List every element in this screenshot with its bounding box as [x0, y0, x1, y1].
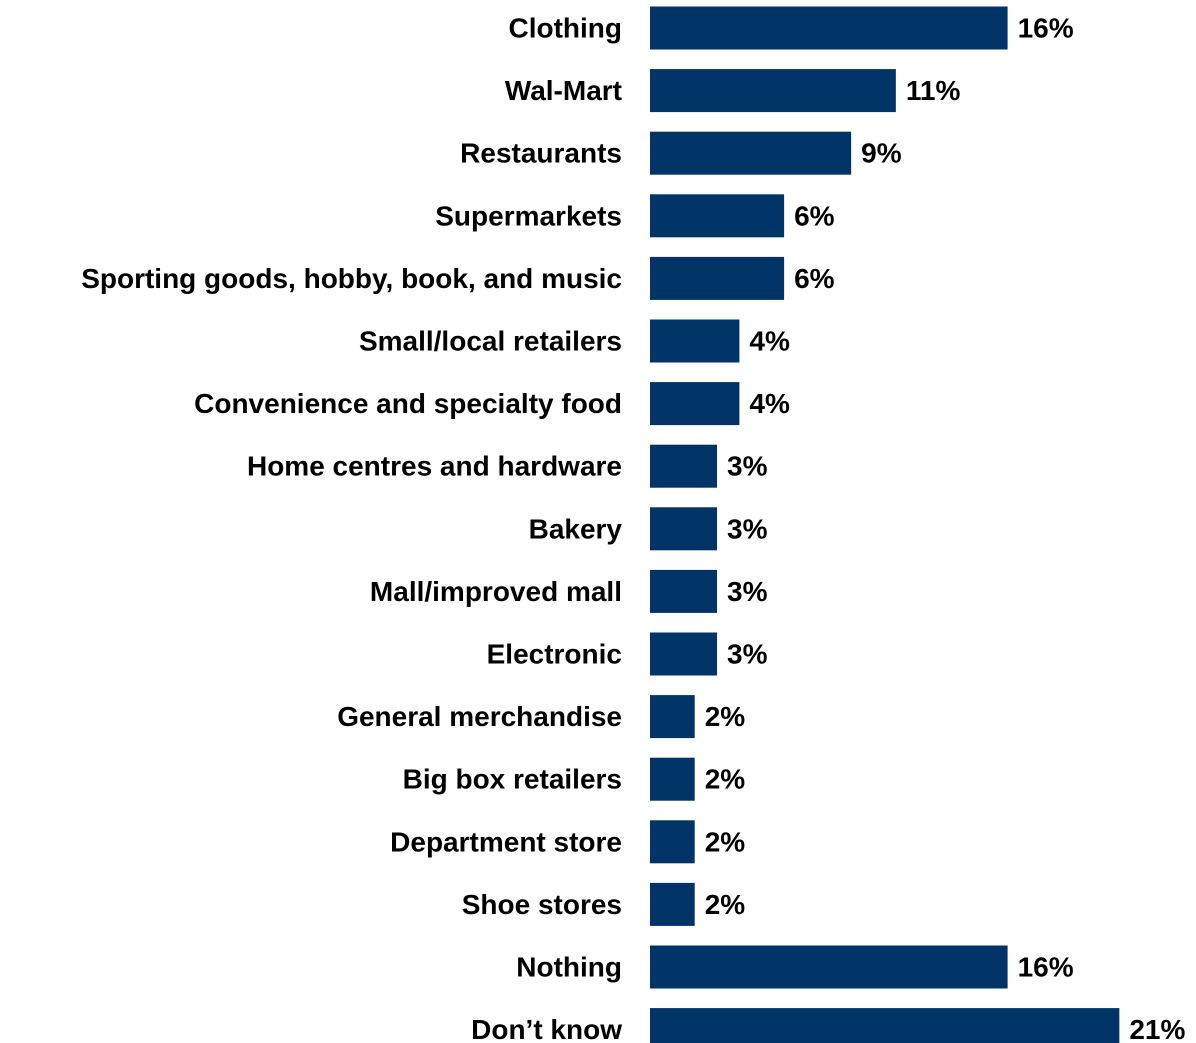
- bar: [650, 569, 718, 613]
- category-label: Nothing: [516, 952, 622, 983]
- category-label: Small/local retailers: [359, 326, 622, 357]
- category-label: Electronic: [487, 639, 622, 670]
- bar: [650, 131, 852, 175]
- bar: [650, 382, 740, 426]
- value-label: 2%: [705, 826, 746, 857]
- bar: [650, 882, 695, 926]
- category-label: Convenience and specialty food: [194, 388, 622, 419]
- category-label: Restaurants: [460, 138, 622, 169]
- category-label: Clothing: [508, 13, 622, 44]
- bar: [650, 507, 718, 551]
- value-label: 4%: [749, 388, 790, 419]
- bar: [650, 757, 695, 801]
- value-label: 3%: [727, 639, 768, 670]
- value-label: 9%: [861, 138, 902, 169]
- category-label: Shoe stores: [462, 889, 622, 920]
- bar: [650, 444, 718, 488]
- value-label: 2%: [705, 701, 746, 732]
- category-label: Department store: [390, 826, 622, 857]
- category-label: General merchandise: [337, 701, 622, 732]
- bar: [650, 6, 1008, 50]
- bar: [650, 256, 785, 300]
- category-label: Mall/improved mall: [370, 576, 622, 607]
- value-label: 3%: [727, 451, 768, 482]
- value-label: 2%: [705, 889, 746, 920]
- category-labels: Clothing Wal-Mart Restaurants Supermarkets S…: [81, 13, 622, 1043]
- category-label: Wal-Mart: [505, 75, 622, 106]
- bar: [650, 820, 695, 864]
- value-label: 11%: [906, 75, 961, 106]
- value-labels: 16% 11% 9% 6% 6% 4% 4% 3% 3% 3% 3% 2% 2% 2% 2% 16% 21%: [705, 13, 1186, 1043]
- bar: [650, 695, 695, 739]
- category-label: Big box retailers: [403, 764, 622, 795]
- value-label: 3%: [727, 576, 768, 607]
- value-label: 3%: [727, 513, 768, 544]
- value-label: 16%: [1018, 13, 1074, 44]
- category-label: Sporting goods, hobby, book, and music: [81, 263, 622, 294]
- category-label: Supermarkets: [435, 200, 622, 231]
- bar: [650, 632, 718, 676]
- value-label: 2%: [705, 764, 746, 795]
- bar: [650, 69, 896, 113]
- category-label: Don’t know: [471, 1014, 622, 1043]
- bar: [650, 319, 740, 363]
- bar: [650, 945, 1008, 989]
- value-label: 16%: [1018, 952, 1074, 983]
- value-label: 21%: [1129, 1014, 1185, 1043]
- category-label: Bakery: [529, 513, 623, 544]
- category-label: Home centres and hardware: [247, 451, 622, 482]
- bar: [650, 1008, 1120, 1043]
- bar: [650, 194, 785, 238]
- value-label: 4%: [749, 326, 790, 357]
- value-label: 6%: [794, 263, 835, 294]
- value-label: 6%: [794, 200, 835, 231]
- bars: [650, 6, 1120, 1043]
